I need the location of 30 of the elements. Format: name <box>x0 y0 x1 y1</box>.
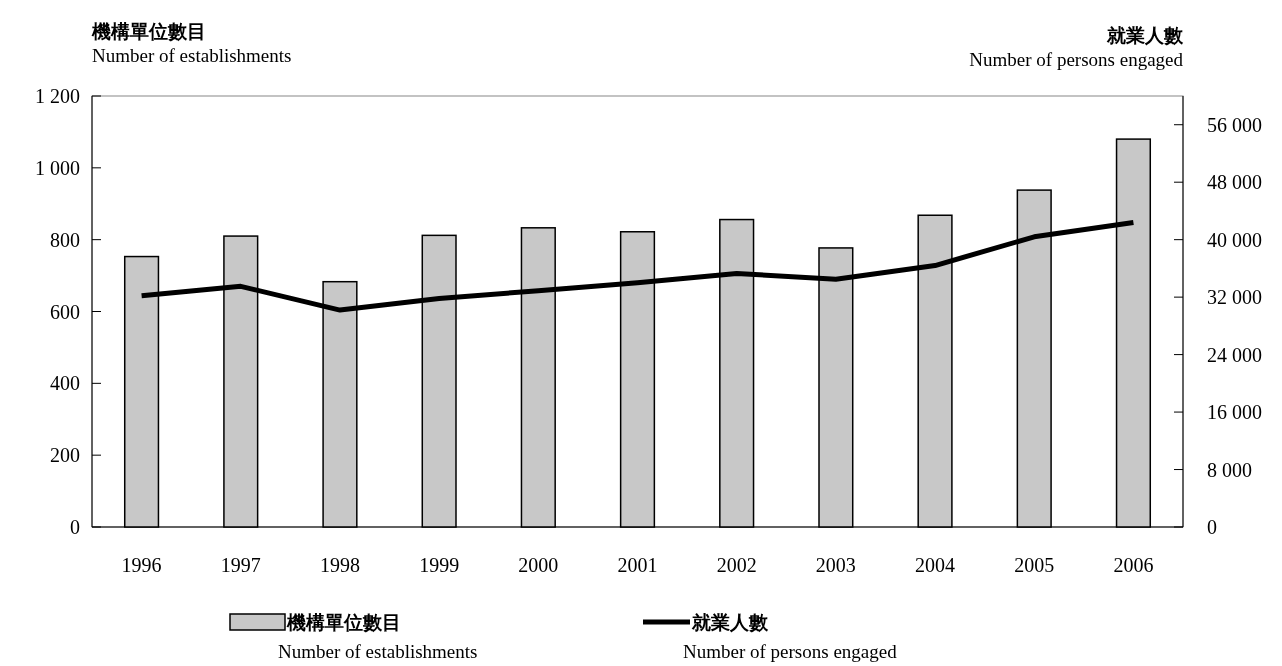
x-tick-label: 1998 <box>319 554 360 576</box>
y2-tick-label: 16 000 <box>1207 401 1262 424</box>
legend-label: 機構單位數目 Number of establishments <box>278 610 478 662</box>
y-tick-label: 800 <box>50 228 80 251</box>
y-tick-label: 400 <box>50 372 80 395</box>
x-tick-label: 2004 <box>915 554 956 576</box>
x-tick-label: 2000 <box>518 554 559 576</box>
x-tick-label: 2003 <box>815 554 856 576</box>
x-tick-label: 1996 <box>121 554 162 576</box>
x-tick-label: 1999 <box>419 554 460 576</box>
y-tick-label: 1 000 <box>35 156 80 179</box>
x-tick-label: 1997 <box>220 554 261 576</box>
y2-axis-title: 就業人數 Number of persons engaged <box>969 24 1184 70</box>
x-tick-label: 2006 <box>1113 554 1154 576</box>
y-tick-label: 1 200 <box>35 85 80 107</box>
y2-tick-label: 56 000 <box>1207 113 1262 136</box>
y2-tick-label: 0 <box>1207 516 1217 538</box>
y-tick-label: 600 <box>50 300 80 323</box>
legend-label: 就業人數 Number of persons engaged <box>683 610 898 662</box>
y2-tick-label: 24 000 <box>1207 343 1262 366</box>
y-tick-label: 0 <box>70 516 80 538</box>
y2-tick-label: 40 000 <box>1207 228 1262 251</box>
x-tick-label: 2001 <box>617 554 658 576</box>
y2-tick-label: 48 000 <box>1207 171 1262 194</box>
x-tick-label: 2005 <box>1014 554 1055 576</box>
y-tick-label: 200 <box>50 444 80 467</box>
y2-tick-label: 8 000 <box>1207 458 1252 481</box>
y2-tick-label: 32 000 <box>1207 286 1262 309</box>
x-tick-label: 2002 <box>716 554 757 576</box>
y-axis-title: 機構單位數目 Number of establishments <box>91 20 292 66</box>
